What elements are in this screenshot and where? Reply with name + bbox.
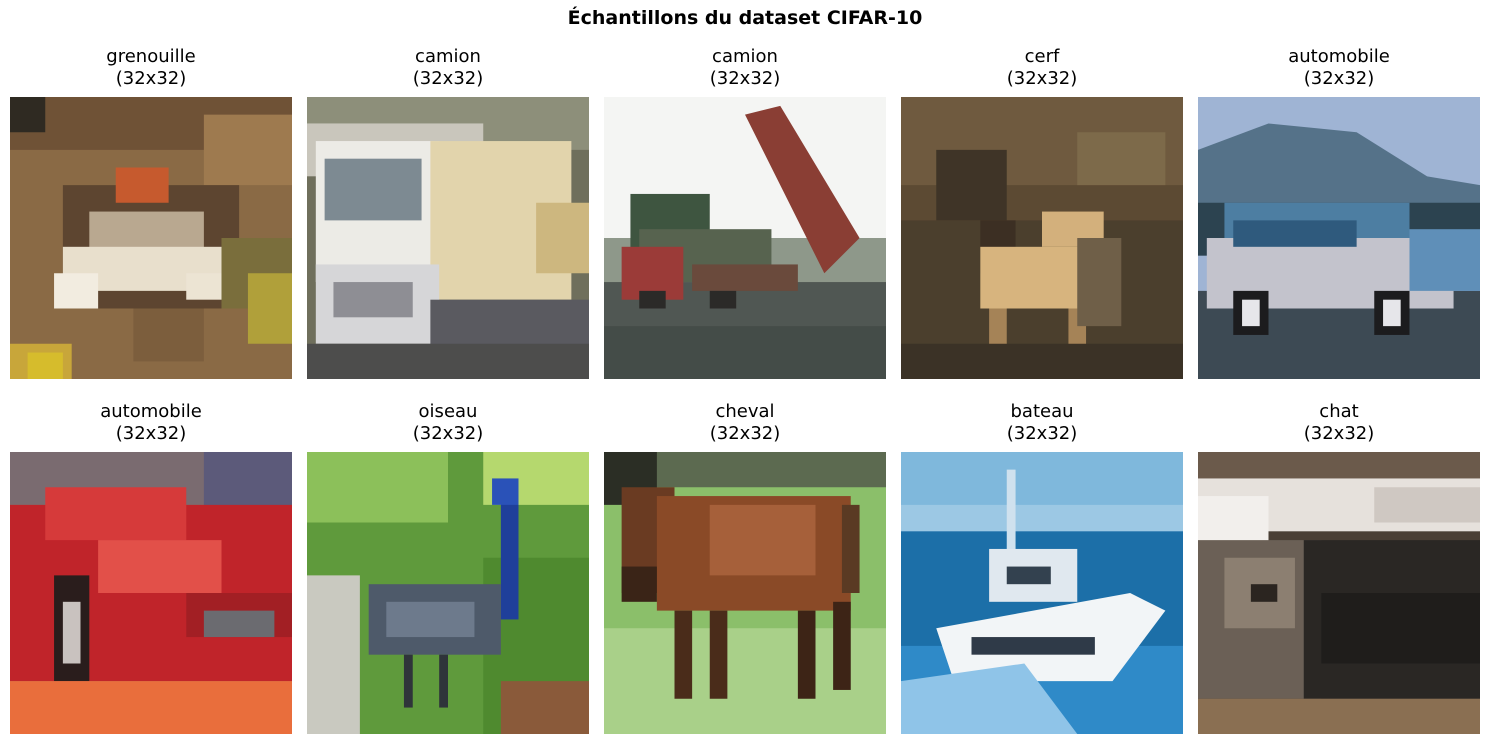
sample-cell: grenouille (32x32): [10, 46, 292, 379]
sample-label: chat: [1319, 401, 1359, 422]
sample-title: cheval (32x32): [604, 401, 886, 447]
sample-label: camion: [712, 46, 778, 67]
sample-image-car-silver: [1198, 97, 1480, 379]
sample-label: automobile: [1288, 46, 1390, 67]
sample-image-horse: [604, 452, 886, 734]
sample-image-car-red: [10, 452, 292, 734]
sample-label: camion: [415, 46, 481, 67]
sample-size: (32x32): [709, 68, 781, 89]
sample-title: oiseau (32x32): [307, 401, 589, 447]
sample-size: (32x32): [1006, 423, 1078, 444]
sample-image-deer: [901, 97, 1183, 379]
sample-title: camion (32x32): [307, 46, 589, 92]
sample-size: (32x32): [115, 68, 187, 89]
sample-size: (32x32): [709, 423, 781, 444]
sample-cell: automobile (32x32): [1198, 46, 1480, 379]
sample-title: bateau (32x32): [901, 401, 1183, 447]
sample-label: bateau: [1010, 401, 1074, 422]
sample-size: (32x32): [115, 423, 187, 444]
sample-title: camion (32x32): [604, 46, 886, 92]
sample-cell: oiseau (32x32): [307, 401, 589, 734]
sample-image-bird: [307, 452, 589, 734]
sample-size: (32x32): [1303, 68, 1375, 89]
sample-title: automobile (32x32): [10, 401, 292, 447]
sample-image-boat: [901, 452, 1183, 734]
sample-cell: camion (32x32): [604, 46, 886, 379]
sample-image-truck-white: [307, 97, 589, 379]
sample-cell: camion (32x32): [307, 46, 589, 379]
sample-image-frog: [10, 97, 292, 379]
sample-label: cerf: [1024, 46, 1060, 67]
sample-label: grenouille: [106, 46, 196, 67]
sample-cell: cerf (32x32): [901, 46, 1183, 379]
sample-label: automobile: [100, 401, 202, 422]
sample-label: oiseau: [418, 401, 478, 422]
figure-title: Échantillons du dataset CIFAR-10: [567, 7, 923, 29]
sample-title: cerf (32x32): [901, 46, 1183, 92]
sample-cell: bateau (32x32): [901, 401, 1183, 734]
sample-image-truck-dump: [604, 97, 886, 379]
sample-title: grenouille (32x32): [10, 46, 292, 92]
sample-cell: automobile (32x32): [10, 401, 292, 734]
sample-cell: chat (32x32): [1198, 401, 1480, 734]
sample-size: (32x32): [412, 68, 484, 89]
sample-label: cheval: [715, 401, 775, 422]
sample-size: (32x32): [412, 423, 484, 444]
sample-title: chat (32x32): [1198, 401, 1480, 447]
sample-cell: cheval (32x32): [604, 401, 886, 734]
sample-image-cat: [1198, 452, 1480, 734]
sample-size: (32x32): [1303, 423, 1375, 444]
sample-size: (32x32): [1006, 68, 1078, 89]
sample-title: automobile (32x32): [1198, 46, 1480, 92]
